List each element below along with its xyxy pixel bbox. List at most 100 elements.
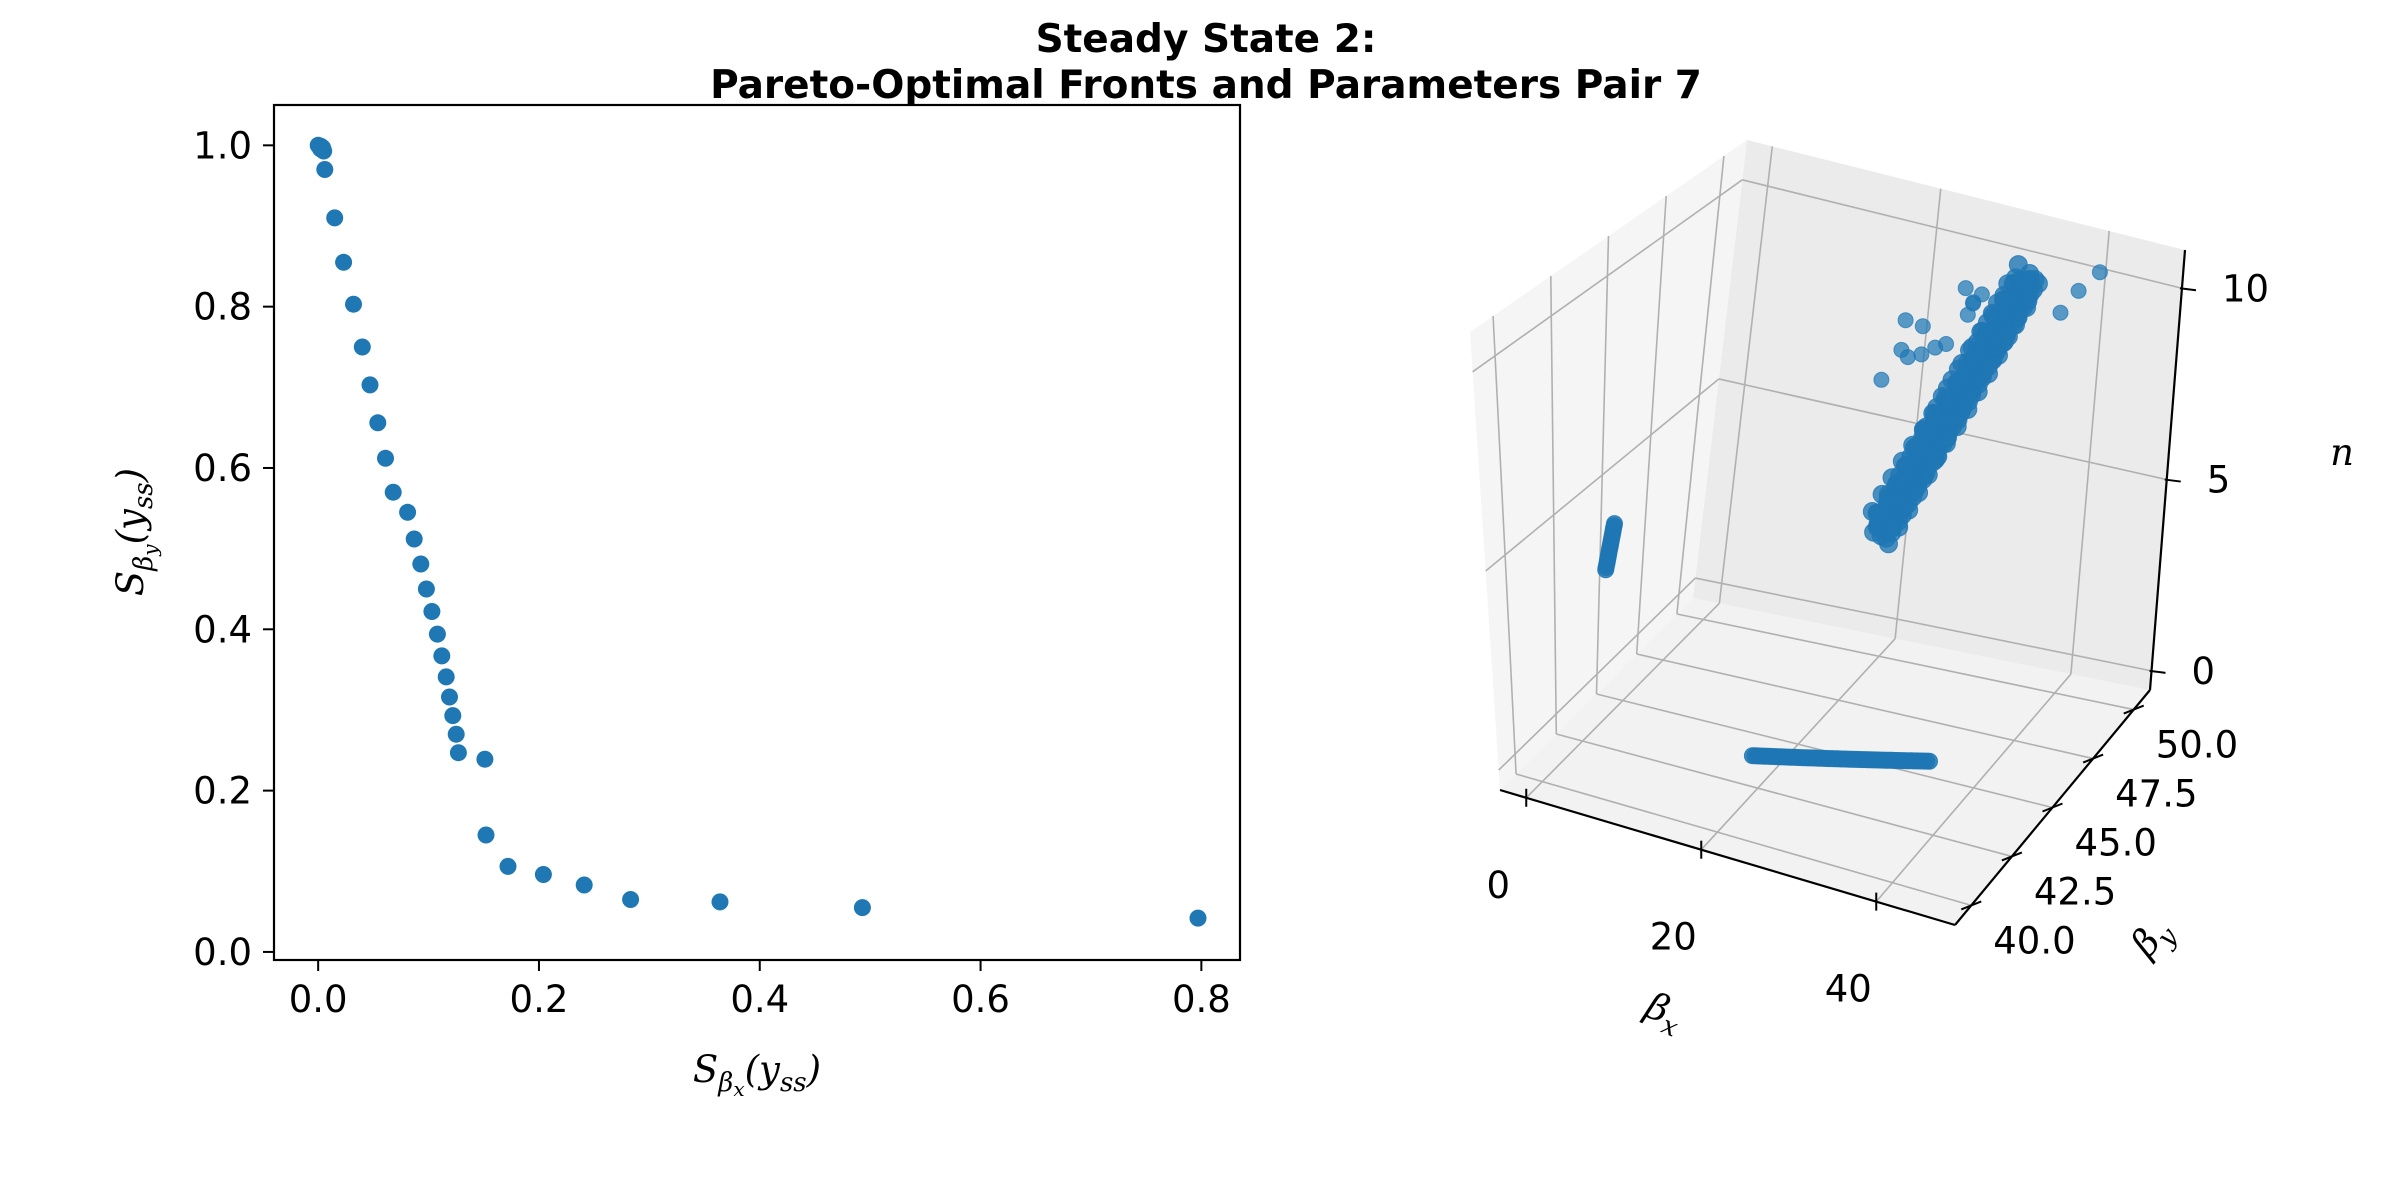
grid-line [1676, 613, 2134, 711]
data-point [311, 140, 329, 158]
data-point [417, 580, 435, 598]
y-tick-label: 47.5 [2115, 773, 2197, 816]
data-point [412, 555, 430, 573]
x-tick-label: 0 [1486, 864, 1510, 907]
plot3d-z-axis-label: n [2330, 431, 2354, 474]
data-point [428, 625, 446, 643]
data-point [2052, 304, 2069, 321]
data-point [2091, 264, 2108, 281]
x-tick-label: 0.4 [730, 978, 789, 1021]
grid-line [1894, 188, 1942, 639]
parameters-3d-scatter: 0 20 40 40.0 42.5 45.0 47.5 50.0 0 5 10 βx βy n [1470, 140, 2354, 1044]
grid-line [1498, 577, 1696, 771]
plot3d-tick-labels: 0 20 40 40.0 42.5 45.0 47.5 50.0 0 5 10 [1486, 267, 2269, 1010]
y-tick-mark [2001, 851, 2023, 862]
plot3d-grid [1472, 146, 2183, 907]
data-point [423, 603, 441, 620]
data-point [449, 744, 467, 762]
y-tick-label: 45.0 [2075, 822, 2157, 865]
data-point [499, 857, 517, 875]
plot2d-points [309, 136, 1207, 927]
data-point [1899, 349, 1916, 366]
data-point [1959, 306, 1976, 323]
data-point [476, 750, 494, 768]
z-tick-mark [2149, 669, 2166, 674]
x-tick-label: 0.0 [289, 978, 348, 1021]
plot3d-x-axis-label: βx [1635, 983, 1689, 1044]
y-tick-label: 0.2 [193, 770, 252, 813]
grid-line [1515, 773, 1972, 907]
data-point [1957, 280, 1974, 297]
z-tick-mark [2179, 287, 2197, 292]
data-point [534, 866, 552, 883]
data-point [1973, 286, 1990, 303]
y-tick-label: 0.6 [193, 447, 252, 490]
grid-line [1472, 179, 1743, 373]
grid-line [1556, 733, 2013, 858]
x-tick-label: 0.8 [1172, 978, 1231, 1021]
z-tick-mark [2164, 478, 2181, 483]
y-tick-label: 0.4 [193, 608, 252, 651]
data-point [711, 893, 729, 911]
data-point [1189, 909, 1207, 927]
side-pane [1470, 140, 1747, 790]
data-point [1606, 515, 1623, 533]
grid-line [1742, 179, 2183, 290]
plot3d-axes [1499, 249, 2197, 927]
data-point [1914, 318, 1931, 335]
grid-line [1635, 195, 1668, 655]
figure-title-line1: Steady State 2: [1036, 17, 1377, 62]
data-point [477, 826, 495, 844]
grid-line [1636, 653, 2094, 760]
plot2d-x-axis-label: Sβx(yss) [693, 1048, 821, 1101]
y-tick-mark [2042, 802, 2063, 813]
z-tick-label: 0 [2192, 650, 2216, 693]
plot2d-frame [272, 103, 1242, 962]
data-point [433, 647, 451, 665]
data-point [1938, 336, 1955, 352]
x-tick-label: 20 [1650, 916, 1697, 959]
grid-line [1485, 378, 1720, 572]
grid-line [1595, 235, 1610, 695]
x-tick-label: 0.6 [951, 978, 1010, 1021]
data-point [399, 503, 417, 521]
y-tick-mark [2082, 753, 2104, 764]
data-point [345, 295, 362, 313]
data-point [316, 161, 334, 178]
data-point [575, 876, 593, 894]
y-tick-mark [2123, 704, 2145, 715]
plot2d-x-ticks: 0.0 0.2 0.4 0.6 0.8 [289, 960, 1231, 1021]
data-point [447, 725, 465, 743]
plot3d-points [1597, 255, 2108, 770]
grid-line [1549, 275, 1558, 735]
data-point [377, 449, 394, 467]
data-point [1921, 752, 1938, 770]
x-tick-label: 0.2 [510, 978, 569, 1021]
data-point [384, 483, 402, 501]
z-tick-label: 5 [2207, 459, 2231, 502]
grid-line [1718, 146, 1774, 604]
data-point [2070, 282, 2087, 299]
z-tick-label: 10 [2222, 267, 2269, 310]
y-tick-label: 40.0 [1993, 919, 2075, 962]
data-point [405, 530, 423, 548]
figure-title-line2: Pareto-Optimal Fronts and Parameters Pai… [710, 63, 1702, 108]
grid-line [1695, 577, 2152, 672]
data-point [369, 414, 387, 432]
plot2d-y-ticks: 0.0 0.2 0.4 0.6 0.8 1.0 [193, 124, 274, 974]
grid-line [1676, 155, 1725, 615]
data-point [353, 338, 371, 356]
data-point [441, 688, 458, 706]
y-tick-label: 50.0 [2156, 724, 2238, 767]
grid-line [2070, 230, 2110, 675]
data-point [1913, 346, 1930, 363]
data-point [2020, 270, 2040, 290]
plot3d-y-axis-label: βy [2121, 909, 2184, 971]
grid-line [1492, 315, 1517, 775]
y-tick-mark [1960, 900, 1982, 911]
pareto-front-scatter: 0.0 0.2 0.4 0.6 0.8 0.0 0.2 0.4 0.6 0.8 1.0 Sβx(y… [109, 103, 1242, 1101]
data-point [326, 209, 344, 227]
axis-line [2148, 249, 2187, 691]
data-point [1873, 371, 1890, 388]
